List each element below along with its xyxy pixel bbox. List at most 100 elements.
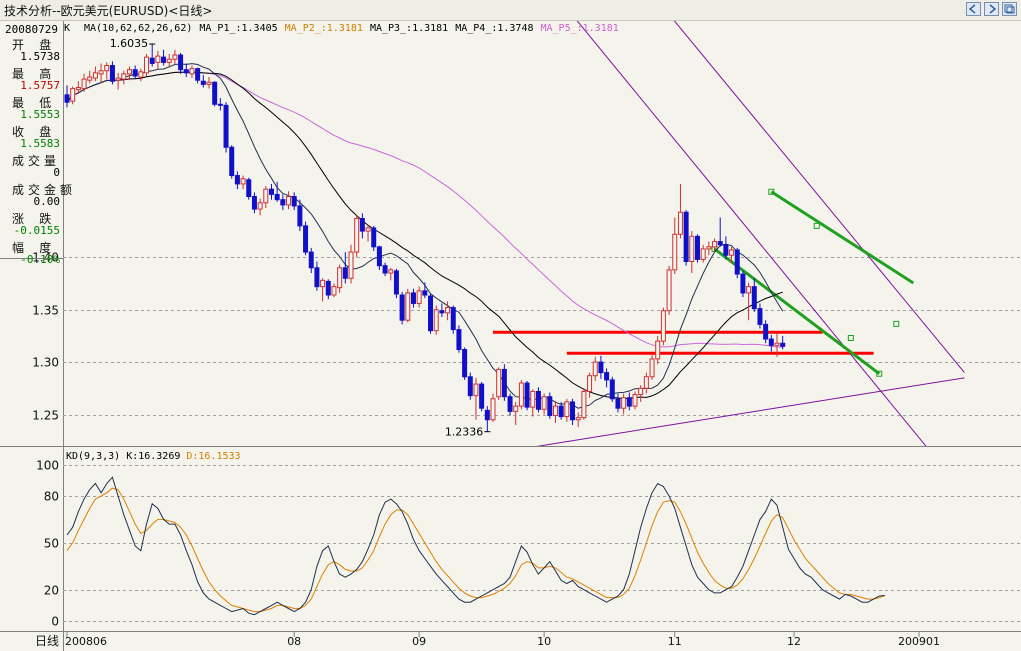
next-icon[interactable] — [984, 2, 999, 16]
candle — [638, 385, 644, 402]
candle-body — [178, 54, 184, 71]
candle-body — [172, 54, 178, 60]
candle — [626, 392, 632, 411]
candle — [700, 244, 706, 263]
candle — [694, 234, 700, 263]
candle — [581, 388, 587, 420]
candle — [672, 217, 678, 275]
kd-panel-bg — [0, 447, 1021, 631]
x-tick-label: 12 — [787, 635, 801, 648]
candle — [166, 53, 172, 68]
x-tick-label: 10 — [537, 635, 551, 648]
candle-body — [166, 58, 172, 63]
candle-body — [462, 349, 468, 378]
candle — [456, 325, 462, 353]
candle — [780, 335, 786, 350]
candle-body — [217, 103, 223, 106]
candle — [445, 301, 451, 321]
candle-body — [621, 397, 627, 409]
candle-body — [206, 81, 212, 85]
info-value: 1.5757 — [20, 79, 60, 92]
candle-body — [359, 218, 365, 232]
candle-body — [700, 248, 706, 260]
candle — [768, 334, 774, 352]
candle — [138, 68, 144, 82]
main-grid — [63, 257, 1021, 416]
candle-body — [428, 295, 434, 332]
candle — [337, 264, 343, 293]
candle — [740, 270, 746, 298]
candle-body — [223, 104, 229, 148]
candles — [64, 44, 786, 432]
candle — [234, 171, 240, 190]
ma-legend-item: MA_P1_:1.3405 — [199, 23, 278, 34]
candle — [178, 52, 184, 74]
candle-body — [763, 323, 769, 340]
candle-body — [376, 246, 382, 267]
candle-body — [615, 398, 621, 409]
candle-body — [609, 379, 615, 400]
ma-legend-item: MA_P5_:1.3181 — [540, 23, 619, 34]
candle — [535, 387, 541, 413]
x-tick-label: 11 — [668, 635, 682, 648]
kd-tick-label: 50 — [44, 537, 59, 551]
candle-body — [64, 94, 70, 103]
x-axis-caption: 日线 — [35, 634, 59, 648]
info-value: -0.0155 — [13, 224, 60, 237]
candle-body — [325, 280, 331, 296]
candle — [643, 372, 649, 394]
candle-body — [337, 267, 343, 289]
candle — [507, 393, 513, 416]
prev-icon[interactable] — [966, 2, 981, 16]
candle-body — [740, 273, 746, 294]
candle — [359, 213, 365, 239]
candle — [734, 247, 740, 279]
current-date: 20080729 — [5, 23, 58, 36]
price-tick-label: 1.35 — [32, 304, 59, 318]
candle-body — [371, 227, 377, 248]
candle-body — [70, 88, 76, 102]
candle — [388, 267, 394, 281]
candle — [393, 268, 399, 299]
restore-icon[interactable] — [1002, 2, 1017, 16]
candle — [774, 332, 780, 357]
candle-body — [746, 286, 752, 294]
info-value: 1.5738 — [20, 50, 60, 63]
candle-body — [75, 87, 81, 91]
candle-body — [513, 405, 519, 412]
candle — [706, 241, 712, 256]
touch-marker — [847, 334, 854, 341]
candle — [212, 81, 218, 107]
candle — [274, 181, 280, 202]
info-label: 成交金额 — [12, 183, 77, 197]
candle-body — [308, 251, 314, 269]
candle — [649, 353, 655, 380]
candle — [64, 85, 70, 108]
candle-body — [303, 225, 309, 253]
candle — [558, 401, 564, 420]
candle-body — [286, 196, 292, 206]
candle-body — [161, 56, 167, 63]
candle-body — [672, 233, 678, 271]
candle — [291, 192, 297, 211]
candle — [683, 210, 689, 266]
candle — [729, 246, 735, 264]
candle-body — [768, 338, 774, 346]
candle-body — [416, 290, 422, 304]
candle-body — [348, 251, 354, 279]
window-title: 技术分析--欧元美元(EURUSD)<日线> — [4, 4, 213, 18]
candle — [314, 261, 320, 291]
candle-body — [643, 376, 649, 389]
candle — [712, 238, 718, 253]
candle-body — [632, 394, 638, 407]
candle-body — [484, 409, 490, 421]
candle-body — [388, 269, 394, 274]
candle-body — [666, 269, 672, 312]
candle-body — [564, 401, 570, 418]
candle — [439, 303, 445, 318]
x-tick-label: 09 — [412, 635, 426, 648]
candle — [575, 412, 581, 428]
candle-body — [683, 211, 689, 262]
